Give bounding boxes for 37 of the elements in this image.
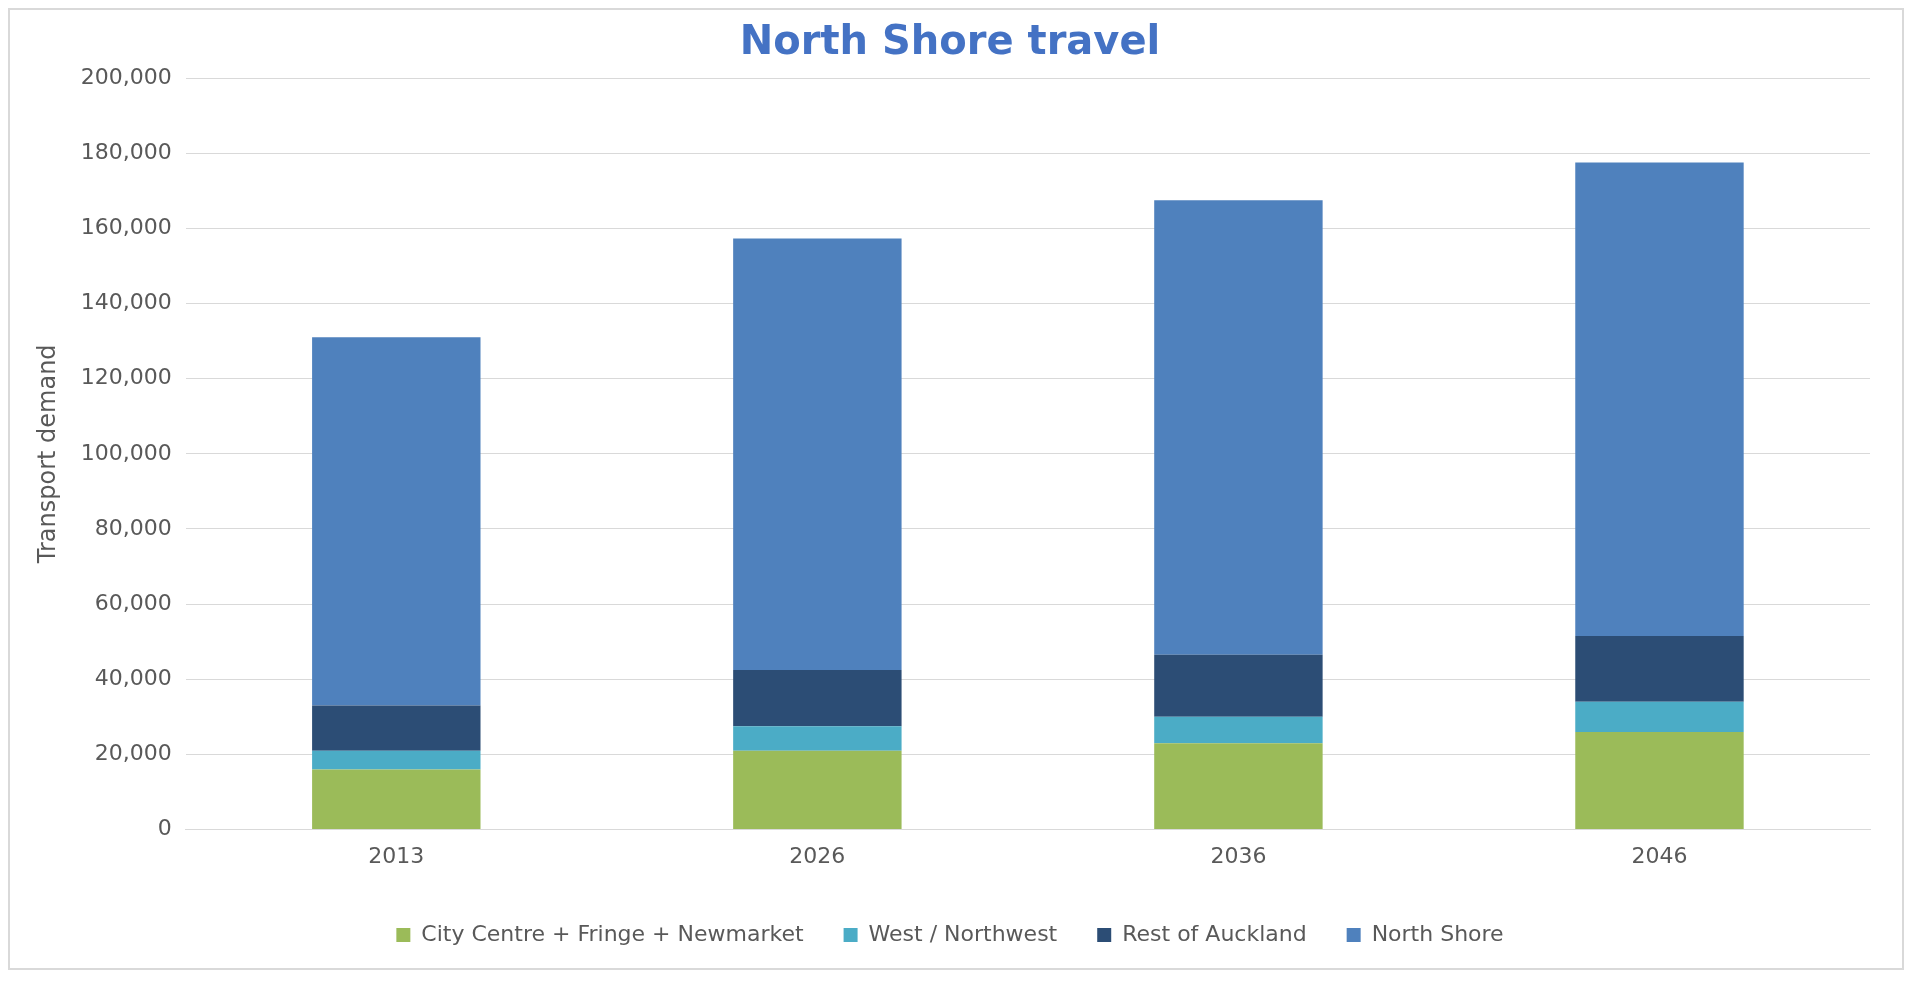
legend-label: West / Northwest bbox=[868, 920, 1058, 946]
y-tick-label: 60,000 bbox=[94, 589, 172, 615]
bar bbox=[733, 726, 902, 751]
bar bbox=[312, 769, 481, 830]
y-axis-title: Transport demand bbox=[32, 344, 61, 565]
x-tick-label: 2013 bbox=[368, 842, 425, 868]
legend-label: North Shore bbox=[1371, 920, 1504, 946]
bar bbox=[1154, 716, 1323, 744]
y-tick-label: 100,000 bbox=[80, 439, 172, 465]
bar bbox=[1154, 743, 1323, 830]
bar bbox=[733, 238, 902, 670]
bar bbox=[733, 750, 902, 830]
y-tick-label: 160,000 bbox=[80, 214, 172, 240]
bar bbox=[1575, 636, 1744, 702]
y-tick-label: 80,000 bbox=[94, 514, 172, 540]
legend-label: Rest of Auckland bbox=[1122, 920, 1307, 946]
y-tick-label: 180,000 bbox=[80, 138, 172, 164]
x-tick-label: 2036 bbox=[1210, 842, 1267, 868]
bar bbox=[1154, 200, 1323, 655]
y-tick-label: 20,000 bbox=[94, 740, 172, 766]
bar bbox=[1575, 701, 1744, 732]
bar bbox=[312, 705, 481, 751]
y-tick-label: 120,000 bbox=[80, 364, 172, 390]
bar bbox=[312, 750, 481, 770]
bar bbox=[1154, 654, 1323, 717]
y-tick-label: 0 bbox=[157, 815, 172, 841]
x-tick-label: 2026 bbox=[789, 842, 846, 868]
bar bbox=[1575, 731, 1744, 830]
y-tick-label: 140,000 bbox=[80, 289, 172, 315]
bar bbox=[312, 337, 481, 706]
bar bbox=[1575, 162, 1744, 637]
chart-title: North Shore travel bbox=[739, 17, 1161, 64]
y-tick-label: 200,000 bbox=[80, 63, 172, 89]
legend-label: City Centre + Fringe + Newmarket bbox=[421, 920, 804, 946]
y-tick-label: 40,000 bbox=[94, 665, 172, 690]
bar bbox=[733, 669, 902, 727]
x-tick-label: 2046 bbox=[1631, 842, 1688, 868]
